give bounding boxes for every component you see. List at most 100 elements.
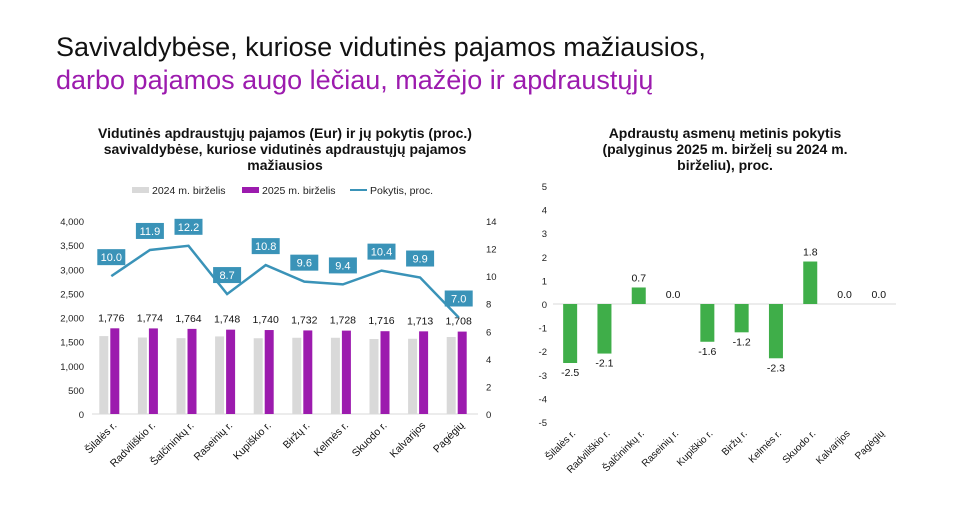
- y-tick-label: -3: [539, 371, 547, 382]
- line-label: 10.8: [255, 241, 276, 253]
- y-tick-label: -5: [539, 418, 547, 429]
- legend-swatch: [132, 187, 149, 193]
- bar-2025: [457, 331, 467, 414]
- headline-line2: darbo pajamos augo lėčiau, mažėjo ir apd…: [56, 65, 654, 95]
- x-tick-label: Skuodo r.: [350, 420, 390, 460]
- bar-2025: [187, 328, 197, 414]
- bar-label: -1.2: [733, 336, 751, 348]
- bar-label: -1.6: [698, 346, 716, 358]
- y-tick-label: 3: [542, 229, 547, 240]
- bar-2025: [264, 330, 274, 414]
- line-label-box: [213, 267, 242, 284]
- bar-2024: [176, 338, 186, 414]
- x-tick-label: Šilalės r.: [82, 419, 119, 456]
- y-tick-label: 500: [68, 386, 84, 397]
- line-label-box: [97, 249, 126, 266]
- y-tick-label: 4: [542, 206, 547, 217]
- bar-2025-label: 1,774: [137, 312, 163, 324]
- line-label-box: [251, 238, 280, 255]
- line-label-box: [135, 222, 164, 239]
- line-label: 11.9: [140, 226, 161, 238]
- bar-2024: [137, 337, 147, 414]
- bar-2025: [380, 331, 390, 414]
- bar-pokytis: [631, 287, 646, 304]
- bar-pokytis: [563, 304, 578, 363]
- y-tick-label: 2,000: [60, 314, 84, 325]
- bar-pokytis: [700, 304, 715, 342]
- x-tick-label: Šilalės r.: [542, 427, 578, 463]
- line-pokytis: [110, 244, 460, 319]
- bar-2024: [369, 339, 379, 414]
- y-tick-label: 1: [542, 276, 547, 287]
- bar-2025-label: 1,708: [446, 316, 472, 328]
- bar-2025-label: 1,764: [175, 313, 201, 325]
- y-tick-label: 1,500: [60, 338, 84, 349]
- bar-2025: [341, 330, 351, 414]
- y2-tick-label: 4: [486, 355, 491, 366]
- bar-label: -2.1: [595, 358, 613, 370]
- bar-2024: [408, 338, 418, 414]
- bar-2024: [253, 338, 263, 414]
- bar-pokytis: [734, 304, 749, 333]
- y-tick-label: -4: [539, 394, 547, 405]
- bar-2025-label: 1,776: [98, 312, 124, 324]
- y-tick-label: -1: [539, 324, 547, 335]
- line-label: 8.7: [219, 270, 234, 282]
- y2-tick-label: 6: [486, 327, 491, 338]
- x-tick-label: Skuodo r.: [781, 428, 819, 466]
- x-tick-label: Raseinių r.: [640, 428, 681, 469]
- bar-pokytis: [768, 304, 783, 359]
- bar-2025: [110, 328, 120, 414]
- y2-tick-label: 14: [486, 217, 497, 228]
- legend-label: 2025 m. birželis: [262, 185, 336, 197]
- line-label: 7.0: [451, 294, 466, 306]
- legend-swatch: [242, 187, 259, 193]
- bar-2025-label: 1,728: [330, 315, 356, 327]
- y2-tick-label: 12: [486, 245, 497, 256]
- line-label: 9.9: [412, 254, 427, 266]
- x-tick-label: Kupiškio r.: [231, 420, 274, 463]
- right-chart-title: Apdraustų asmenų metinis pokytis (palygi…: [602, 125, 848, 173]
- y-tick-label: 2: [542, 253, 547, 264]
- x-tick-label: Biržų r.: [281, 420, 313, 452]
- y-tick-label: -2: [539, 347, 547, 358]
- line-label-box: [367, 243, 396, 260]
- x-tick-label: Kelmės r.: [747, 428, 784, 465]
- x-tick-label: Raseinių r.: [192, 420, 236, 464]
- y2-tick-label: 10: [486, 272, 497, 283]
- line-label: 9.6: [297, 258, 312, 270]
- bar-2024: [292, 337, 302, 414]
- bar-2024: [446, 336, 456, 414]
- y-tick-label: 0: [79, 410, 84, 421]
- legend-label: 2024 m. birželis: [152, 185, 226, 197]
- bar-label: -2.3: [767, 362, 785, 374]
- bar-pokytis: [803, 261, 818, 304]
- bar-2025: [148, 328, 158, 414]
- bar-2025-label: 1,713: [407, 315, 433, 327]
- x-tick-label: Pagėgių: [853, 428, 887, 462]
- line-label: 10.4: [371, 247, 392, 259]
- y-tick-label: 2,500: [60, 289, 84, 300]
- x-tick-label: Kalvarijos: [814, 428, 852, 466]
- x-tick-label: Kelmės r.: [312, 420, 351, 459]
- line-label-box: [174, 218, 203, 235]
- x-tick-label: Pagėgių: [431, 420, 467, 456]
- x-tick-label: Kupiškio r.: [675, 428, 715, 468]
- bar-2025-label: 1,740: [253, 314, 279, 326]
- bar-label: 0.0: [666, 289, 681, 301]
- headline-line1: Savivaldybėse, kuriose vidutinės pajamos…: [56, 32, 706, 62]
- bar-2025-label: 1,732: [291, 314, 317, 326]
- y-tick-label: 4,000: [60, 217, 84, 228]
- line-label-box: [406, 250, 435, 267]
- y-tick-label: 3,000: [60, 265, 84, 276]
- y-tick-label: 3,500: [60, 241, 84, 252]
- y-tick-label: 1,000: [60, 362, 84, 373]
- bar-2024: [330, 337, 340, 414]
- line-label-box: [444, 290, 473, 307]
- y2-tick-label: 0: [486, 410, 491, 421]
- line-label-box: [290, 254, 319, 271]
- x-tick-label: Biržų r.: [720, 428, 750, 458]
- x-tick-label: Kalvarijos: [388, 420, 429, 461]
- bar-2025: [303, 330, 313, 414]
